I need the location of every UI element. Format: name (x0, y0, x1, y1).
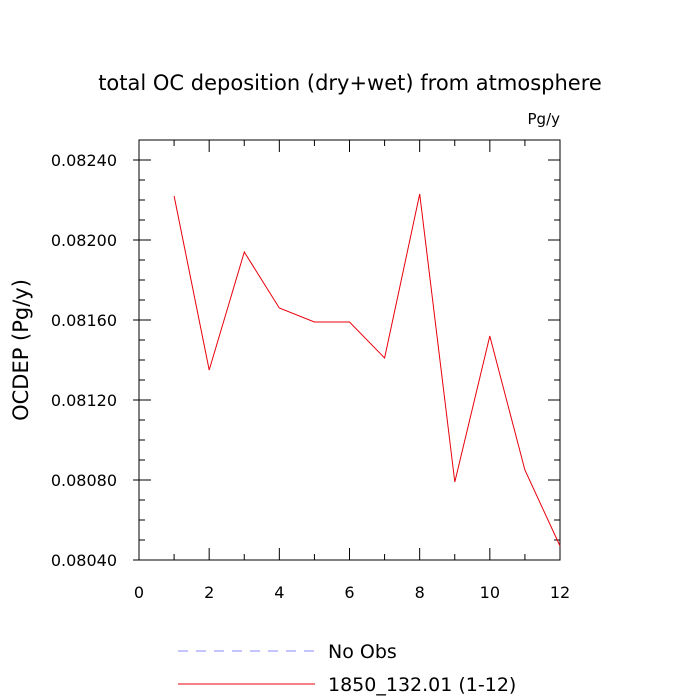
x-tick-label: 12 (550, 583, 570, 602)
x-tick-label: 0 (134, 583, 144, 602)
y-tick-label: 0.08080 (51, 471, 117, 490)
legend: No Obs 1850_132.01 (1-12) (178, 641, 516, 696)
series-layer (173, 193, 561, 547)
units-label: Pg/y (528, 110, 561, 128)
x-tick-label: 10 (480, 583, 500, 602)
legend-label: 1850_132.01 (1-12) (328, 674, 516, 696)
legend-label: No Obs (328, 641, 397, 663)
x-tick-label: 4 (274, 583, 284, 602)
y-tick-label: 0.08040 (51, 551, 117, 570)
x-tick-label: 6 (344, 583, 354, 602)
y-tick-label: 0.08120 (51, 391, 117, 410)
x-tick-label: 2 (204, 583, 214, 602)
axis-ticks: 0 2 4 6 8 10 12 0.08040 0.08080 0.08120 0.08160 0.0… (51, 140, 570, 602)
x-tick-label: 8 (415, 583, 425, 602)
y-tick-label: 0.08160 (51, 311, 117, 330)
y-tick-label: 0.08200 (51, 231, 117, 250)
chart-title: total OC deposition (dry+wet) from atmos… (98, 71, 602, 95)
plot-frame (138, 139, 561, 561)
y-axis-label: OCDEP (Pg/y) (9, 279, 33, 421)
series-line (173, 193, 561, 547)
y-tick-label: 0.08240 (51, 151, 117, 170)
